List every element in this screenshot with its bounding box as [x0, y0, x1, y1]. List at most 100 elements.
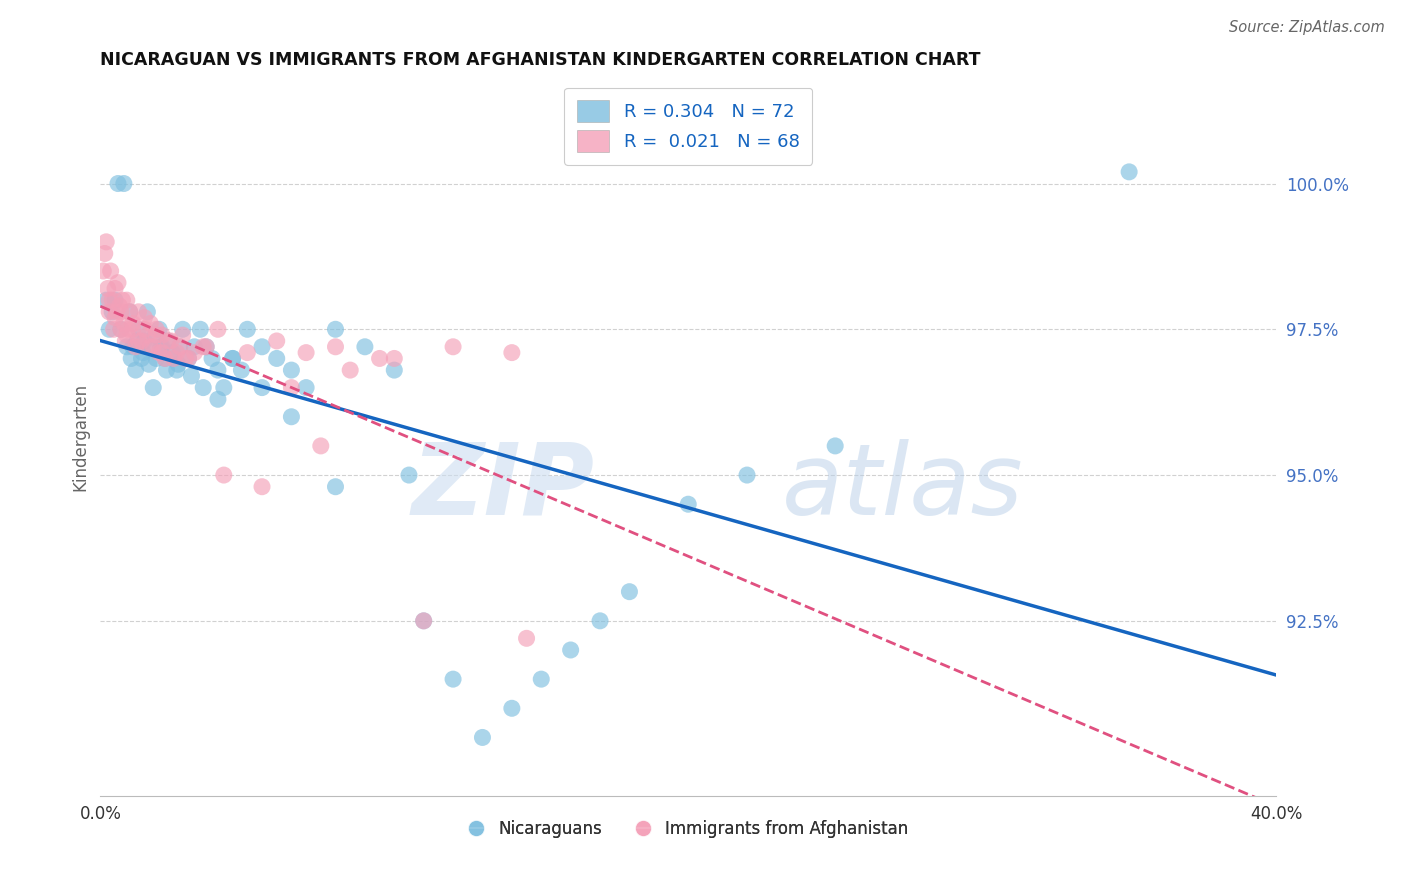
Point [136, 305, 159, 319]
Point [589, 614, 612, 628]
Point [128, 334, 150, 348]
Point [325, 322, 347, 336]
Point [145, 328, 167, 343]
Point [236, 322, 259, 336]
Point [148, 322, 170, 336]
Point [280, 381, 302, 395]
Point [112, 177, 135, 191]
Point [101, 305, 124, 319]
Point [250, 381, 273, 395]
Point [250, 480, 273, 494]
Point [96, 293, 118, 307]
Point [382, 363, 405, 377]
Text: Source: ZipAtlas.com: Source: ZipAtlas.com [1229, 20, 1385, 35]
Point [139, 340, 162, 354]
Point [195, 340, 218, 354]
Point [309, 439, 332, 453]
Point [516, 632, 538, 646]
Point [112, 317, 135, 331]
Point [138, 357, 160, 371]
Point [132, 345, 155, 359]
Point [115, 340, 138, 354]
Point [121, 340, 143, 354]
Point [118, 305, 141, 319]
Point [560, 643, 582, 657]
Point [183, 345, 205, 359]
Point [325, 340, 347, 354]
Point [145, 322, 167, 336]
Point [134, 310, 156, 325]
Point [139, 340, 162, 354]
Point [108, 299, 131, 313]
Point [104, 310, 127, 325]
Point [134, 322, 156, 336]
Point [212, 381, 235, 395]
Point [183, 340, 205, 354]
Point [156, 334, 179, 348]
Point [398, 468, 420, 483]
Point [115, 293, 138, 307]
Point [105, 305, 128, 319]
Point [501, 701, 523, 715]
Point [174, 351, 197, 366]
Legend: Nicaraguans, Immigrants from Afghanistan: Nicaraguans, Immigrants from Afghanistan [461, 814, 915, 845]
Point [1118, 165, 1140, 179]
Point [121, 317, 143, 331]
Point [166, 363, 188, 377]
Point [169, 340, 191, 354]
Point [172, 322, 194, 336]
Point [180, 368, 202, 383]
Point [207, 392, 229, 407]
Point [280, 409, 302, 424]
Point [98, 293, 121, 307]
Point [193, 381, 215, 395]
Point [150, 340, 173, 354]
Point [153, 351, 176, 366]
Point [149, 340, 172, 354]
Point [530, 672, 553, 686]
Point [103, 322, 125, 336]
Point [382, 351, 405, 366]
Text: NICARAGUAN VS IMMIGRANTS FROM AFGHANISTAN KINDERGARTEN CORRELATION CHART: NICARAGUAN VS IMMIGRANTS FROM AFGHANISTA… [100, 51, 981, 69]
Point [236, 345, 259, 359]
Point [250, 340, 273, 354]
Point [143, 328, 166, 343]
Point [96, 235, 118, 249]
Point [160, 334, 183, 348]
Point [91, 264, 114, 278]
Point [280, 363, 302, 377]
Point [134, 334, 156, 348]
Point [101, 293, 124, 307]
Point [142, 340, 165, 354]
Text: atlas: atlas [782, 439, 1024, 536]
Point [114, 334, 136, 348]
Point [501, 345, 523, 359]
Point [155, 363, 177, 377]
Y-axis label: Kindergarten: Kindergarten [72, 383, 89, 491]
Point [619, 584, 641, 599]
Point [339, 363, 361, 377]
Point [136, 328, 159, 343]
Point [139, 317, 162, 331]
Point [824, 439, 846, 453]
Point [150, 328, 173, 343]
Point [735, 468, 758, 483]
Point [221, 351, 243, 366]
Point [97, 281, 120, 295]
Point [266, 334, 288, 348]
Text: ZIP: ZIP [411, 439, 595, 536]
Point [118, 305, 141, 319]
Point [167, 357, 190, 371]
Point [150, 345, 173, 359]
Point [124, 340, 146, 354]
Point [412, 614, 434, 628]
Point [121, 322, 143, 336]
Point [177, 351, 200, 366]
Point [266, 351, 288, 366]
Point [231, 363, 253, 377]
Point [128, 322, 150, 336]
Point [188, 322, 211, 336]
Point [195, 340, 218, 354]
Point [163, 351, 186, 366]
Point [676, 497, 699, 511]
